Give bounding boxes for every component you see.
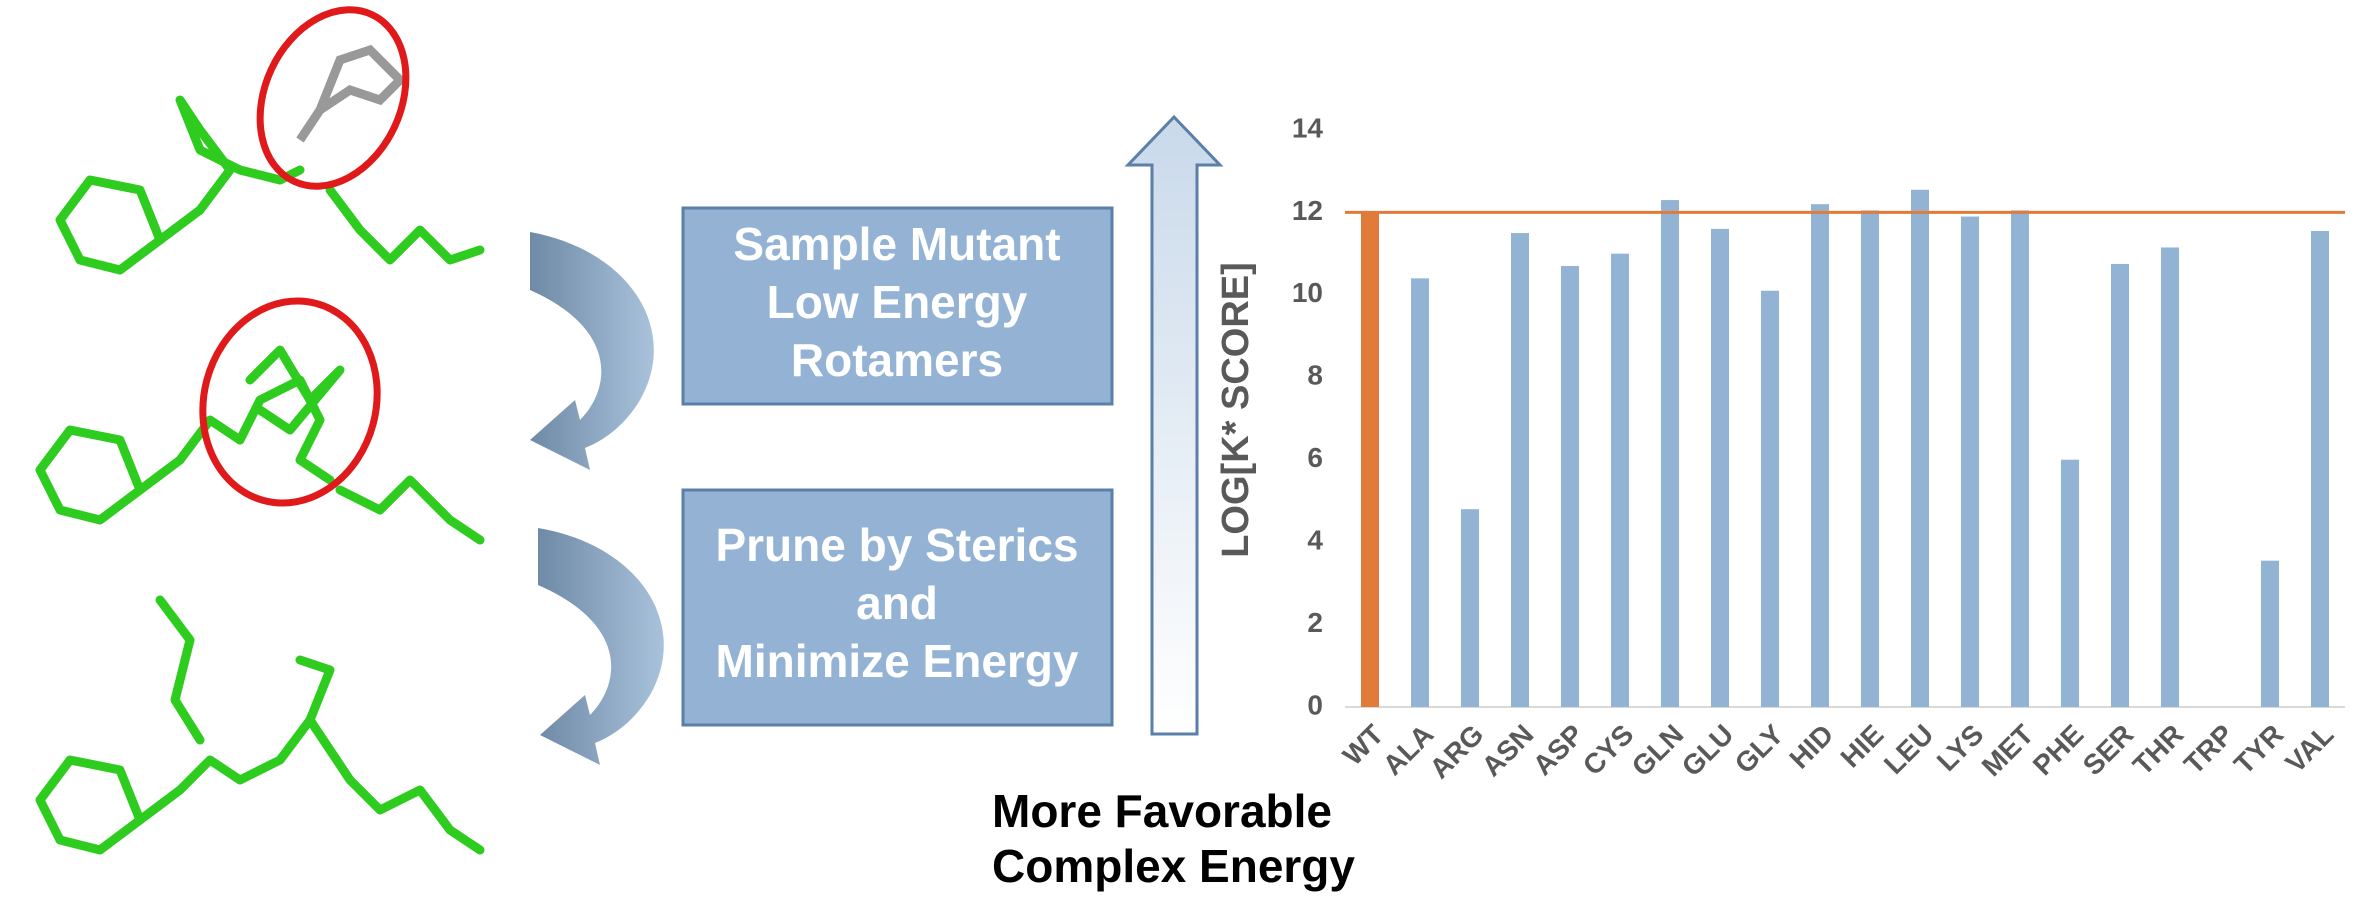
bar — [1611, 253, 1629, 707]
x-tick-label: GLU — [1676, 719, 1740, 783]
x-tick-label: ARG — [1424, 719, 1490, 785]
x-tick-label: TYR — [2228, 719, 2290, 781]
x-tick-label: SER — [2077, 719, 2140, 782]
bar — [1761, 290, 1779, 707]
x-tick-label: GLY — [1729, 718, 1790, 779]
bar — [1511, 233, 1529, 708]
x-tick-label: THR — [2127, 719, 2190, 782]
curved-arrow — [538, 528, 664, 765]
up-arrow — [1124, 114, 1224, 736]
box-text: Low Energy — [767, 276, 1028, 328]
bar — [2311, 230, 2329, 707]
bar — [1561, 266, 1579, 707]
y-tick-label: 2 — [1307, 607, 1323, 638]
molecule-top — [55, 6, 485, 275]
x-tick-label: CYS — [1577, 719, 1640, 782]
box-text: and — [856, 577, 938, 629]
y-tick-label: 0 — [1307, 689, 1323, 720]
x-tick-label: MET — [1976, 719, 2040, 783]
x-tick-label: PHE — [2027, 719, 2090, 782]
bar — [1811, 204, 1829, 707]
molecule-middle — [35, 297, 485, 545]
curved-arrow — [530, 232, 654, 470]
bar — [1361, 212, 1379, 707]
y-tick-label: 14 — [1292, 112, 1324, 143]
y-tick-label: 6 — [1307, 442, 1323, 473]
x-tick-label: HIE — [1835, 719, 1890, 774]
bar — [2011, 210, 2029, 707]
step-box — [681, 206, 1114, 406]
x-tick-label: LEU — [1878, 719, 1940, 781]
x-tick-label: VAL — [2279, 719, 2339, 779]
bar — [1911, 189, 1929, 707]
x-tick-label: LYS — [1931, 719, 1990, 778]
y-axis-label: LOG[K* SCORE] — [1215, 262, 1257, 558]
y-tick-label: 4 — [1307, 525, 1323, 556]
caption-line: Complex Energy — [992, 840, 1355, 892]
bar — [1661, 200, 1679, 708]
bar — [1411, 278, 1429, 707]
x-tick-label: GLN — [1626, 719, 1690, 783]
box-text: Prune by Sterics — [715, 519, 1078, 571]
bar — [1711, 228, 1729, 707]
caption-line: More Favorable — [992, 785, 1332, 837]
y-tick-label: 12 — [1292, 195, 1323, 226]
box-text: Rotamers — [791, 334, 1003, 386]
x-tick-label: ALA — [1377, 719, 1440, 782]
box-text: Minimize Energy — [716, 635, 1079, 687]
x-tick-label: HID — [1783, 719, 1839, 775]
x-tick-label: ASN — [1476, 719, 1540, 783]
molecule-bottom — [35, 595, 485, 855]
y-tick-label: 10 — [1292, 277, 1323, 308]
bar — [1861, 210, 1879, 707]
x-tick-label: ASP — [1527, 719, 1590, 782]
box-text: Sample Mutant — [733, 218, 1060, 270]
bar — [2261, 560, 2279, 707]
bar — [2111, 263, 2129, 707]
bar — [1461, 509, 1479, 707]
bar — [1961, 216, 1979, 708]
step-box — [681, 488, 1114, 727]
x-tick-label: TRP — [2178, 719, 2240, 781]
bar — [2161, 247, 2179, 708]
y-tick-label: 8 — [1307, 360, 1323, 391]
bar — [2061, 459, 2079, 707]
